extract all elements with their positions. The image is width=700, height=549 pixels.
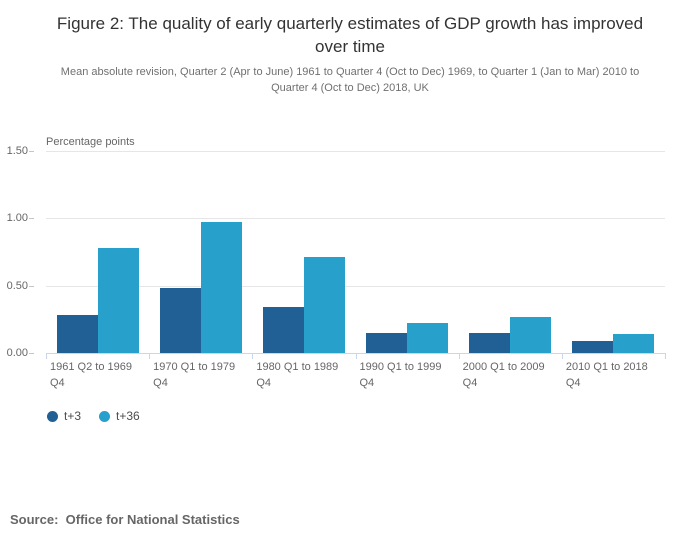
bar-t+3-1 — [159, 288, 201, 353]
y-tick-mark-0.00 — [29, 353, 34, 354]
x-tick-label-0: 1961 Q2 to 1969 Q4 — [50, 361, 132, 389]
x-tick-label-4: 2000 Q1 to 2009 Q4 — [462, 361, 545, 389]
x-tick-label-1: 1970 Q1 to 1979 Q4 — [153, 361, 236, 389]
y-tick-label-0.50: 0.50 — [6, 279, 28, 292]
bar-t+3-0 — [56, 315, 98, 353]
bar-t+36-3 — [407, 323, 449, 353]
x-tick-label-2: 1980 Q1 to 1989 Q4 — [256, 361, 339, 389]
x-tick-label-3: 1990 Q1 to 1999 Q4 — [359, 361, 442, 389]
gridline-1.00 — [46, 218, 665, 219]
legend-item-t+36[interactable]: t+36 — [99, 409, 140, 423]
x-tick-mark-6 — [665, 353, 666, 359]
chart-subtitle: Mean absolute revision, Quarter 2 (Apr t… — [60, 66, 640, 94]
y-tick-mark-0.50 — [29, 285, 34, 287]
y-tick-label-1.00: 1.00 — [6, 212, 28, 224]
bar-t+36-2 — [303, 257, 345, 353]
bar-t+36-4 — [510, 316, 552, 353]
gridline-1.50 — [46, 150, 665, 152]
legend-marker-icon-t+3 — [47, 410, 58, 422]
x-tick-mark-2 — [252, 353, 254, 359]
legend-label-t+3: t+3 — [64, 409, 82, 423]
gridline-0.50 — [46, 285, 665, 287]
x-tick-mark-1 — [149, 353, 151, 359]
y-tick-mark-1.50 — [29, 150, 34, 152]
bar-t+36-0 — [97, 247, 139, 353]
bar-t+3-3 — [366, 332, 408, 353]
legend-marker-icon-t+36 — [99, 410, 111, 422]
source-note: Source: Office for National Statistics — [10, 512, 240, 527]
legend: t+3 t+36 — [47, 409, 140, 423]
legend-item-t+3[interactable]: t+3 — [47, 409, 81, 423]
legend-label-t+36: t+36 — [116, 409, 140, 423]
y-tick-label-1.50: 1.50 — [6, 144, 28, 157]
bar-t+3-2 — [262, 307, 304, 353]
x-tick-mark-3 — [355, 353, 357, 359]
y-tick-label-0.00: 0.00 — [6, 347, 28, 359]
y-axis-title: Percentage points — [46, 136, 135, 148]
x-tick-mark-4 — [458, 353, 460, 359]
bar-t+36-5 — [613, 334, 655, 353]
bar-t+36-1 — [200, 222, 242, 353]
x-tick-mark-0 — [46, 353, 47, 359]
x-tick-mark-5 — [561, 353, 563, 359]
x-tick-label-5: 2010 Q1 to 2018 Q4 — [565, 361, 648, 389]
bar-t+3-4 — [469, 332, 511, 353]
y-tick-mark-1.00 — [29, 218, 34, 219]
bar-t+3-5 — [572, 340, 614, 353]
chart-title: Figure 2: The quality of early quarterly… — [56, 14, 644, 56]
